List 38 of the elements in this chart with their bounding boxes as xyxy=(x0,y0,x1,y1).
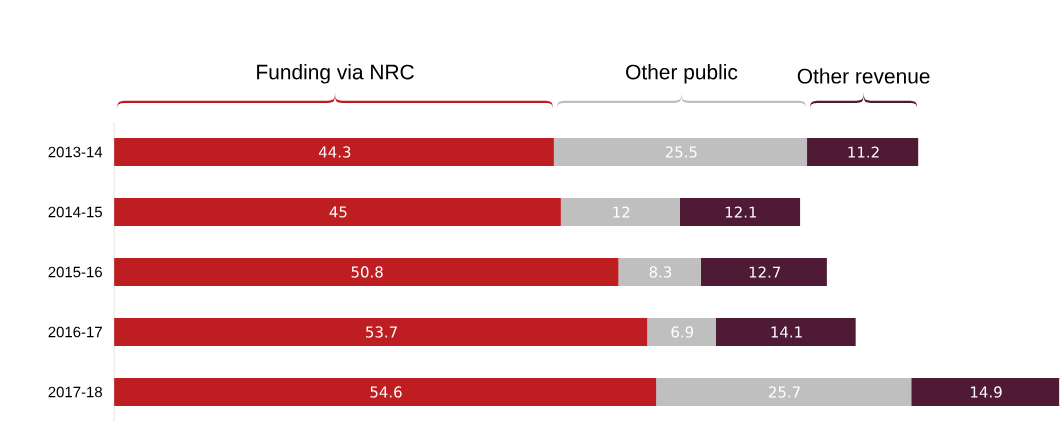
y-tick-label: 2017-18 xyxy=(48,386,102,398)
data-label: 11.2 xyxy=(848,146,879,158)
data-label: 25.7 xyxy=(769,386,800,398)
bar xyxy=(715,317,856,346)
data-label: 44.3 xyxy=(318,146,351,158)
data-label: 14.9 xyxy=(971,386,1002,398)
bar xyxy=(114,197,561,226)
bar xyxy=(114,257,619,286)
data-label: 45 xyxy=(329,206,347,218)
bar xyxy=(114,137,554,166)
y-tick-label: 2015-16 xyxy=(48,266,102,278)
data-label: 54.6 xyxy=(370,386,402,398)
data-label: 14.1 xyxy=(771,326,802,338)
bar xyxy=(618,257,701,286)
bar xyxy=(114,317,648,346)
data-label: 6.9 xyxy=(671,326,694,338)
text: Other revenue xyxy=(797,68,930,84)
bar xyxy=(679,197,801,226)
bar xyxy=(700,257,827,286)
bar xyxy=(114,377,657,406)
y-tick-label: 2013-14 xyxy=(48,146,103,158)
text: Funding via NRC xyxy=(257,64,414,84)
y-tick-label: 2014-15 xyxy=(48,206,103,218)
bar xyxy=(656,377,912,406)
data-label: 12 xyxy=(613,206,630,218)
data-label: 25.5 xyxy=(665,146,697,158)
y-tick-label: 2016-17 xyxy=(48,326,102,338)
data-label: 8.3 xyxy=(649,266,672,278)
data-label: 12.7 xyxy=(749,266,781,278)
bar xyxy=(560,197,680,226)
bar xyxy=(807,137,919,166)
bar xyxy=(553,137,808,166)
bar xyxy=(911,377,1060,406)
text: Other public xyxy=(626,64,738,84)
data-label: 12.1 xyxy=(725,206,757,218)
bar xyxy=(647,317,716,346)
data-label: 50.8 xyxy=(351,266,383,278)
data-label: 53.7 xyxy=(366,326,397,338)
